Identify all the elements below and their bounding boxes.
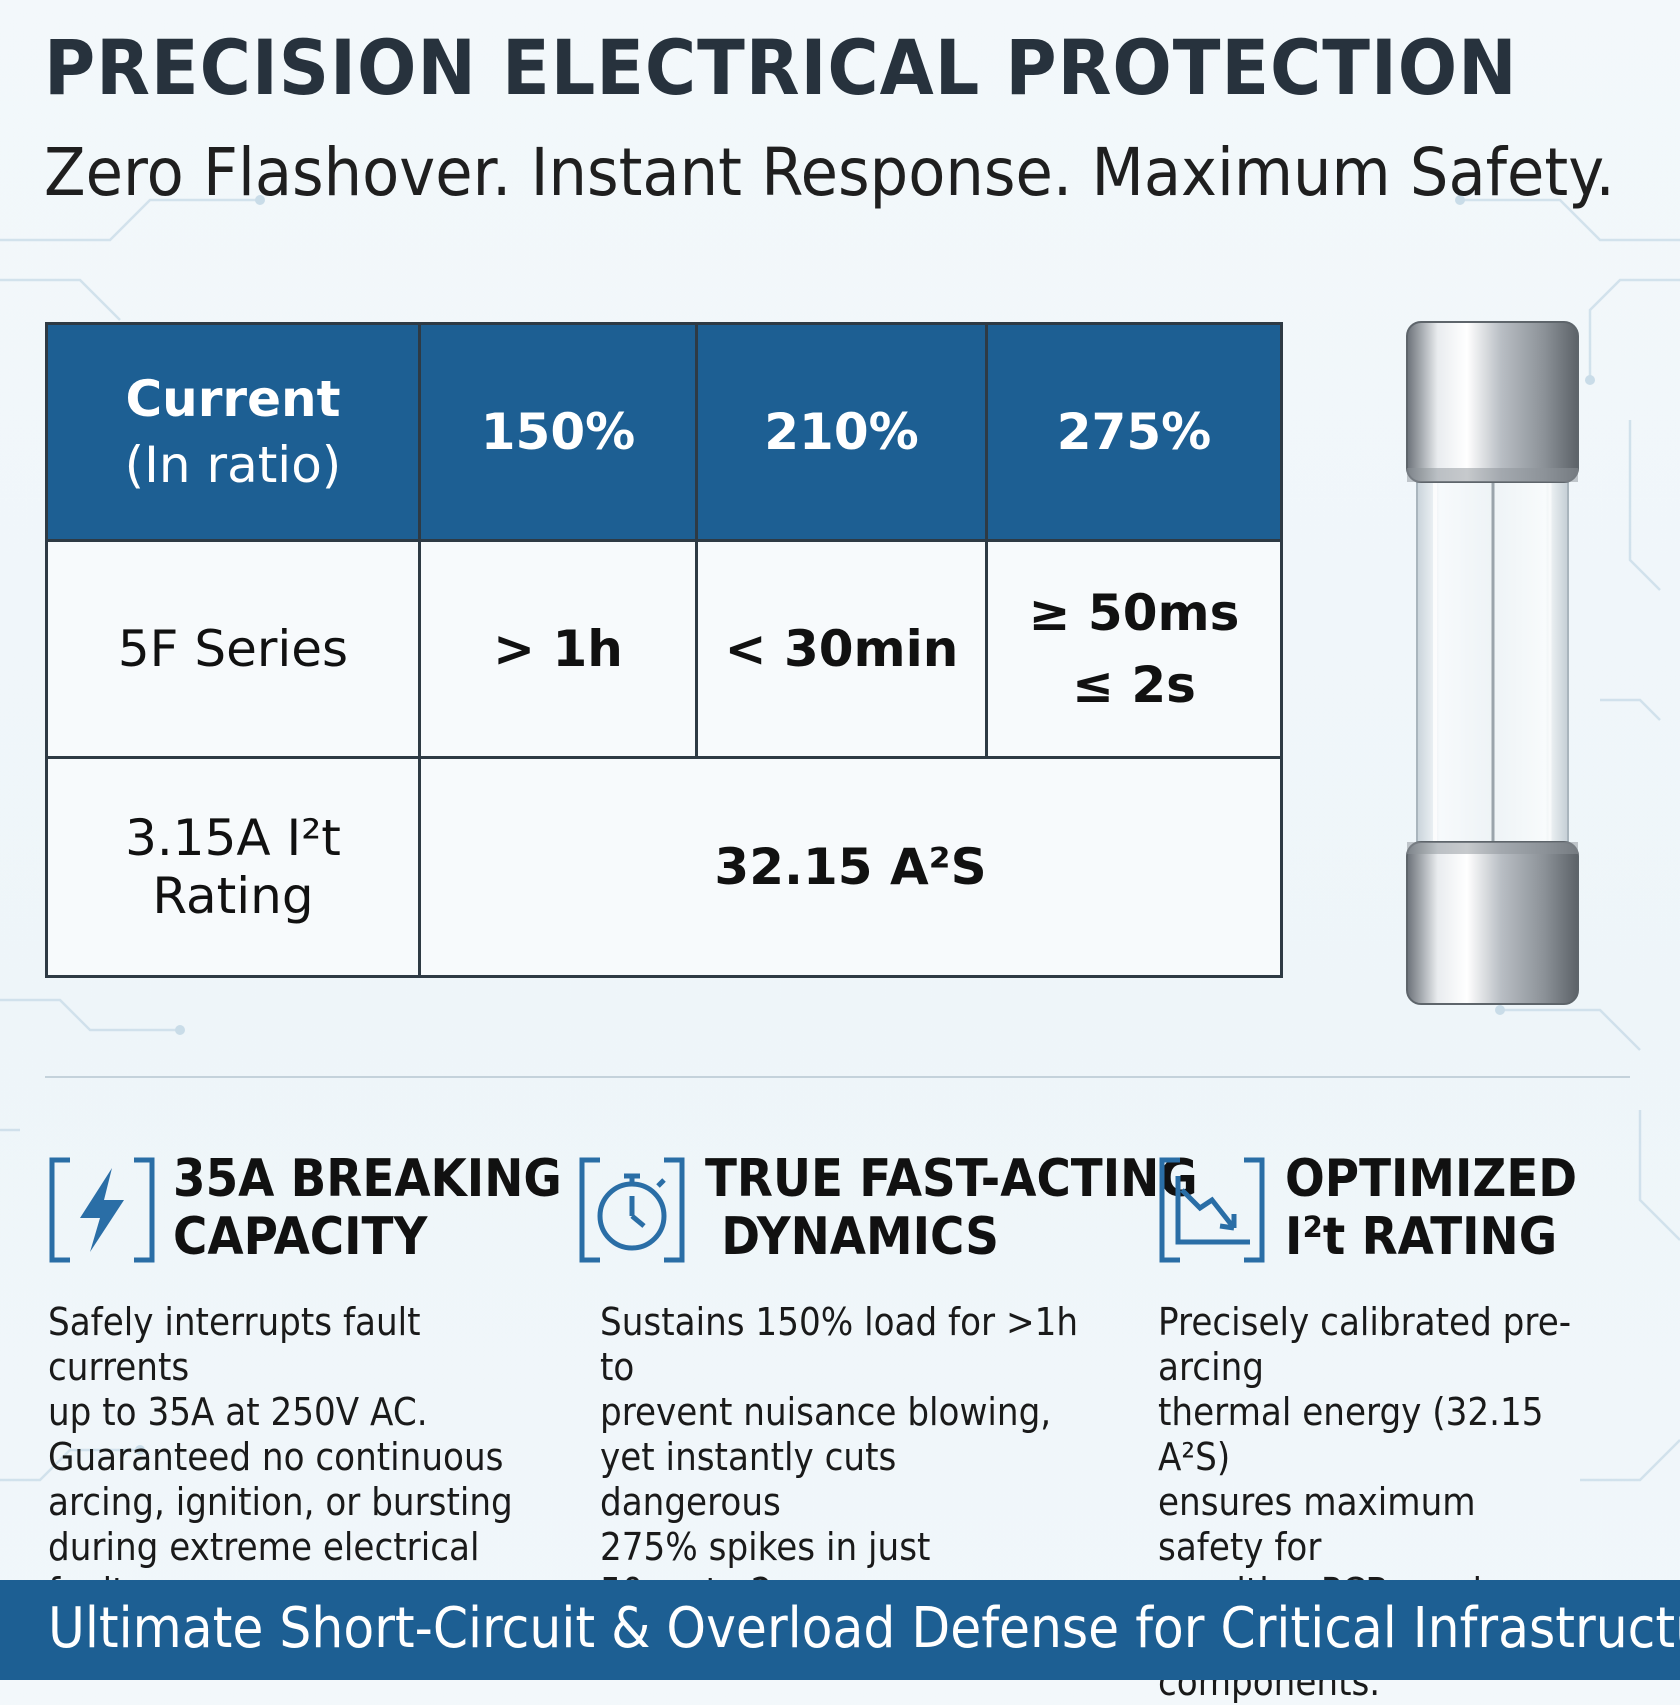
cell-275-time: ≥ 50ms ≤ 2s xyxy=(985,539,1283,759)
feature-title: OPTIMIZED I²t RATING xyxy=(1285,1150,1577,1266)
feature-title-line1: TRUE FAST-ACTING xyxy=(705,1149,1198,1209)
spec-table: Current (In ratio) 150% 210% 275% 5F Ser… xyxy=(45,322,1283,978)
declining-chart-icon xyxy=(1159,1157,1265,1263)
cell-i2t-value: 32.15 A²S xyxy=(418,756,1283,978)
feature-title-line1: 35A BREAKING xyxy=(173,1149,562,1209)
cell-275-min: ≥ 50ms xyxy=(1028,584,1240,642)
footer-text: Ultimate Short-Circuit & Overload Defens… xyxy=(48,1596,1680,1661)
table-header-row: Current (In ratio) 150% 210% 275% xyxy=(45,322,1283,542)
header-label-sub: (In ratio) xyxy=(124,436,342,494)
stopwatch-icon xyxy=(579,1157,685,1263)
row-label-series: 5F Series xyxy=(45,539,421,759)
header-cell-210: 210% xyxy=(695,322,988,542)
feature-title-line1: OPTIMIZED xyxy=(1285,1149,1578,1209)
table-row: 3.15A I²t Rating 32.15 A²S xyxy=(45,756,1283,978)
page-title: PRECISION ELECTRICAL PROTECTION xyxy=(44,23,1518,112)
header-label: Current xyxy=(125,370,341,428)
header-cell-current: Current (In ratio) xyxy=(45,322,421,542)
cell-275-max: ≤ 2s xyxy=(1072,656,1196,714)
lightning-bolt-icon xyxy=(49,1157,155,1263)
feature-description: Sustains 150% load for >1h to prevent nu… xyxy=(600,1300,1079,1614)
feature-description: Safely interrupts fault currents up to 3… xyxy=(48,1300,513,1614)
feature-title-line2: DYNAMICS xyxy=(705,1207,999,1267)
feature-title: TRUE FAST-ACTING DYNAMICS xyxy=(705,1150,1198,1266)
header-cell-275: 275% xyxy=(985,322,1283,542)
cell-150-time: > 1h xyxy=(418,539,698,759)
cell-210-time: < 30min xyxy=(695,539,988,759)
feature-fast-acting: TRUE FAST-ACTING DYNAMICS Sustains 150% … xyxy=(578,1150,1198,1614)
feature-breaking-capacity: 35A BREAKING CAPACITY Safely interrupts … xyxy=(48,1150,568,1614)
section-divider xyxy=(45,1076,1630,1078)
feature-title: 35A BREAKING CAPACITY xyxy=(173,1150,562,1266)
glass-fuse-image xyxy=(1406,321,1579,1005)
table-row: 5F Series > 1h < 30min ≥ 50ms ≤ 2s xyxy=(45,539,1283,759)
row-label-i2t: 3.15A I²t Rating xyxy=(45,756,421,978)
feature-title-line2: CAPACITY xyxy=(173,1207,428,1267)
page-subtitle: Zero Flashover. Instant Response. Maximu… xyxy=(44,134,1615,211)
feature-title-line2: I²t RATING xyxy=(1285,1207,1558,1267)
footer-banner: Ultimate Short-Circuit & Overload Defens… xyxy=(0,1580,1680,1680)
feature-i2t-rating: OPTIMIZED I²t RATING Precisely calibrate… xyxy=(1158,1150,1638,1704)
header-cell-150: 150% xyxy=(418,322,698,542)
